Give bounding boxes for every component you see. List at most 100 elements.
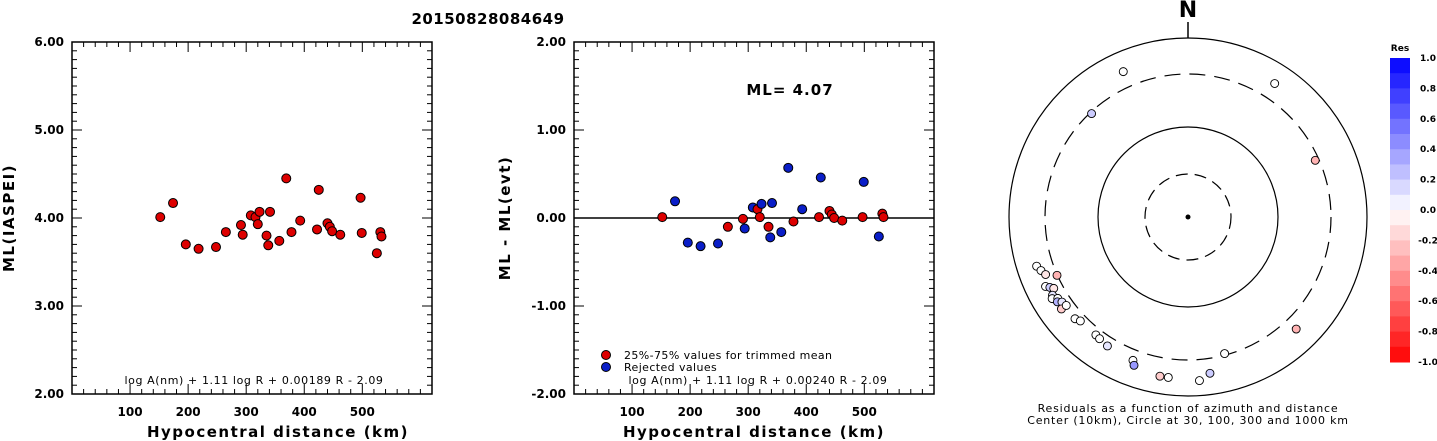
colorbar-swatch [1390, 270, 1410, 287]
data-point [682, 237, 693, 248]
colorbar-tick-label: 1.0 [1420, 54, 1436, 64]
ring-100km [1097, 126, 1279, 308]
colorbar-tick-label: 0.4 [1420, 145, 1436, 155]
data-point [837, 215, 848, 226]
y-tick-label: 5.00 [34, 123, 64, 137]
colorbar-swatches [1390, 58, 1410, 363]
station-point [1052, 270, 1062, 280]
data-point [355, 192, 366, 203]
y-tick-label: 2.00 [34, 387, 64, 401]
data-point [295, 215, 306, 226]
data-point [767, 198, 777, 209]
tick-labels: 100 200 300 400 500 2.00 3.00 4.00 5.00 6.00 [34, 35, 374, 419]
y-tick-label: -2.00 [531, 387, 566, 401]
data-point [763, 221, 774, 232]
data-point [220, 227, 231, 238]
station-point [1155, 371, 1165, 381]
colorbar-swatch [1390, 179, 1410, 196]
colorbar-swatch [1390, 240, 1410, 257]
data-point [211, 242, 221, 253]
station-point [1075, 316, 1085, 326]
x-axis-label: Hypocentral distance (km) [147, 423, 409, 441]
data-point [754, 212, 765, 223]
colorbar-swatch [1390, 210, 1410, 226]
data-point [193, 243, 204, 254]
x-tick-label: 400 [794, 405, 819, 419]
colorbar-tick-label: -0.2 [1418, 236, 1437, 246]
data-point [180, 239, 191, 250]
data-point [788, 216, 799, 227]
x-axis-label: Hypocentral distance (km) [623, 423, 885, 441]
data-point [263, 240, 274, 251]
colorbar-tick-label: 0.2 [1420, 176, 1436, 186]
y-tick-label: 3.00 [34, 299, 64, 313]
data-point [776, 227, 787, 238]
ml-value-label: ML= 4.07 [746, 81, 833, 99]
ring-30km [1144, 173, 1232, 261]
y-tick-label: -1.00 [531, 299, 566, 313]
data-point [237, 229, 248, 240]
data-point [783, 162, 794, 173]
data-point [312, 224, 323, 235]
colorbar-tick-label: -0.8 [1418, 328, 1437, 338]
x-tick-label: 400 [292, 405, 317, 419]
y-tick-label: 1.00 [536, 123, 566, 137]
data-point [155, 212, 166, 223]
station-point [1095, 334, 1105, 344]
azimuth-residual-panel: N Residuals as a function of azimuth and… [1008, 0, 1368, 427]
colorbar-tick-label: -0.6 [1418, 297, 1437, 307]
data-point [829, 213, 840, 223]
x-tick-label: 200 [176, 405, 201, 419]
data-points [657, 162, 889, 252]
x-tick-label: 500 [350, 405, 375, 419]
colorbar-swatch [1390, 331, 1410, 348]
station-points [1032, 67, 1320, 386]
x-tick-label: 100 [620, 405, 645, 419]
station-point [1205, 368, 1215, 378]
data-point [713, 238, 723, 249]
data-point [261, 230, 272, 241]
colorbar-swatch [1390, 225, 1410, 241]
data-point [857, 212, 868, 223]
axis-ticks [72, 42, 432, 394]
colorbar-tick-label: 0.0 [1420, 206, 1436, 216]
colorbar-swatch [1390, 346, 1410, 363]
data-point [286, 227, 297, 238]
data-point [765, 232, 776, 243]
colorbar-swatch [1390, 301, 1410, 317]
colorbar-title: Res [1391, 44, 1409, 54]
ml-iaspei-panel: 100 200 300 400 500 2.00 3.00 4.00 5.00 6.00 Hypo… [0, 35, 433, 441]
data-point [265, 206, 275, 217]
data-point [376, 231, 387, 242]
figure-title: 20150828084649 [411, 10, 564, 28]
station-point [1310, 155, 1320, 165]
y-tick-label: 4.00 [34, 211, 64, 225]
x-tick-label: 500 [852, 405, 877, 419]
data-point [371, 248, 382, 259]
x-tick-label: 300 [234, 405, 259, 419]
legend: 25%-75% values for trimmed mean Rejected… [601, 349, 832, 374]
north-label: N [1179, 0, 1197, 23]
legend-label-trimmed: 25%-75% values for trimmed mean [624, 349, 832, 362]
data-point [756, 198, 767, 209]
data-point [722, 221, 733, 232]
data-point [313, 184, 324, 195]
residual-colorbar: Res 1.0 0.8 0.6 0.4 0.2 0.0 -0.2 -0.4 -0.6 -0.8 -1… [1390, 44, 1437, 368]
station-point [1129, 360, 1139, 370]
station-point [1087, 109, 1097, 119]
station-point [1220, 349, 1230, 359]
data-point [739, 223, 750, 234]
y-axis-label: ML - ML(evt) [496, 156, 514, 280]
data-point [356, 227, 367, 238]
colorbar-swatch [1390, 73, 1410, 89]
station-point [1270, 79, 1280, 88]
data-point [815, 172, 826, 183]
ring-300km [1044, 73, 1332, 361]
colorbar-swatch [1390, 118, 1410, 135]
data-point [878, 212, 889, 223]
y-axis-label: ML(IASPEI) [0, 164, 18, 272]
station-point [1291, 324, 1301, 334]
tick-labels: 100 200 300 400 500 -2.00 -1.00 0.00 1.00 2.00 [531, 35, 876, 419]
station-point [1102, 341, 1112, 351]
